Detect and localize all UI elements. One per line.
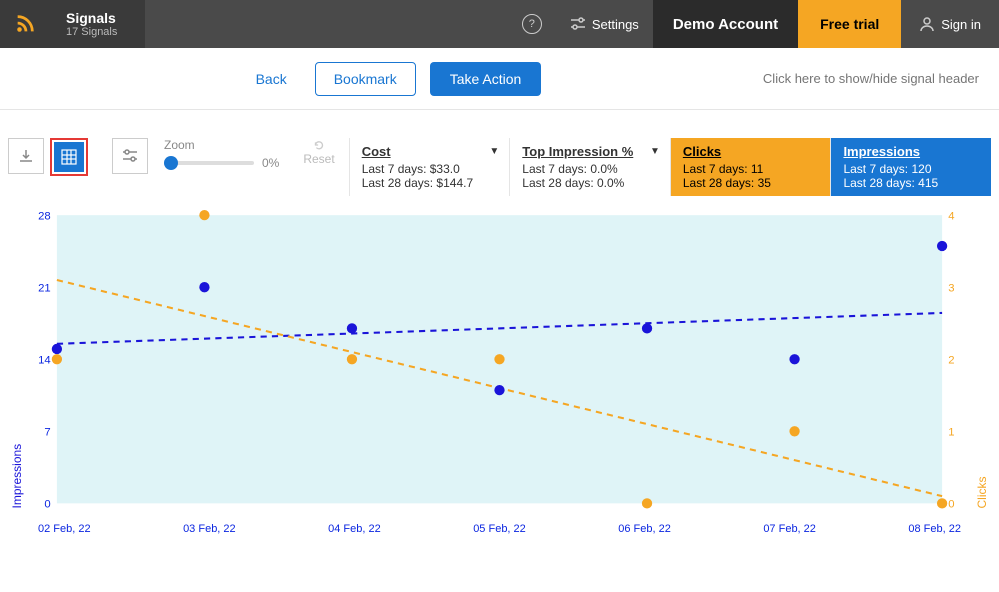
- metric-title: Cost: [362, 144, 498, 159]
- metric-card[interactable]: Clicks Last 7 days: 11Last 28 days: 35: [670, 138, 831, 196]
- metric-card[interactable]: Cost Last 7 days: $33.0Last 28 days: $144…: [349, 138, 510, 196]
- toggle-header-hint[interactable]: Click here to show/hide signal header: [763, 71, 979, 86]
- svg-text:4: 4: [948, 210, 954, 222]
- svg-text:28: 28: [38, 210, 51, 222]
- help-icon: ?: [522, 14, 542, 34]
- x-tick-label: 08 Feb, 22: [908, 523, 961, 535]
- chart: 0 7 14 21 28 0 1 2 3 4: [26, 210, 973, 509]
- grid-icon: [61, 149, 77, 165]
- metric-card[interactable]: Impressions Last 7 days: 120Last 28 days:…: [830, 138, 991, 196]
- rss-icon: [14, 13, 36, 35]
- x-axis-ticks: 02 Feb, 22 03 Feb, 22 04 Feb, 22 05 Feb, 22…: [0, 519, 999, 535]
- x-tick-label: 04 Feb, 22: [328, 523, 381, 535]
- svg-text:0: 0: [948, 498, 954, 508]
- filter-button[interactable]: [112, 138, 148, 174]
- take-action-button[interactable]: Take Action: [430, 62, 542, 96]
- caret-down-icon: ▼: [650, 146, 660, 157]
- user-icon: [919, 16, 935, 32]
- chart-area: Impressions 0 7 14 21 28 0 1 2 3 4 Clicks: [0, 196, 999, 519]
- grid-view-button[interactable]: [50, 138, 88, 176]
- x-tick-label: 03 Feb, 22: [183, 523, 236, 535]
- svg-text:1: 1: [948, 426, 954, 438]
- metric-line: Last 28 days: 0.0%: [522, 176, 658, 190]
- back-button[interactable]: Back: [242, 62, 301, 96]
- metric-line: Last 7 days: 11: [683, 162, 819, 176]
- svg-text:0: 0: [44, 498, 50, 508]
- metric-title: Impressions: [843, 144, 979, 159]
- topbar: Signals 17 Signals ? Settings Demo Accou…: [0, 0, 999, 48]
- action-bar: Back Bookmark Take Action Click here to …: [0, 48, 999, 110]
- y-axis-left-label: Impressions: [8, 210, 26, 509]
- signin-label: Sign in: [941, 17, 981, 32]
- metric-line: Last 7 days: 0.0%: [522, 162, 658, 176]
- download-icon: [18, 148, 34, 164]
- metric-cards: Cost Last 7 days: $33.0Last 28 days: $144…: [349, 138, 991, 196]
- help-button[interactable]: ?: [508, 0, 556, 48]
- title-block: Signals 17 Signals: [50, 0, 145, 48]
- settings-label: Settings: [592, 17, 639, 32]
- svg-text:7: 7: [44, 426, 50, 438]
- settings-button[interactable]: Settings: [556, 0, 653, 48]
- metric-line: Last 7 days: 120: [843, 162, 979, 176]
- caret-down-icon: ▼: [489, 146, 499, 157]
- svg-text:14: 14: [38, 354, 51, 366]
- account-name[interactable]: Demo Account: [653, 0, 798, 48]
- metric-title: Top Impression %: [522, 144, 658, 159]
- reset-label: Reset: [303, 152, 334, 166]
- svg-text:3: 3: [948, 282, 954, 294]
- metric-line: Last 28 days: $144.7: [362, 176, 498, 190]
- download-button[interactable]: [8, 138, 44, 174]
- undo-icon: [312, 138, 326, 152]
- zoom-slider[interactable]: [164, 161, 254, 165]
- x-tick-label: 07 Feb, 22: [763, 523, 816, 535]
- zoom-thumb[interactable]: [164, 156, 178, 170]
- sliders-icon: [570, 16, 586, 32]
- x-tick-label: 06 Feb, 22: [618, 523, 671, 535]
- signin-button[interactable]: Sign in: [901, 0, 999, 48]
- page-subtitle: 17 Signals: [66, 26, 129, 38]
- reset-button[interactable]: Reset: [293, 138, 344, 196]
- toolbar-row: Zoom 0% Reset CostLast 7 days: $33.0Last…: [0, 110, 999, 196]
- zoom-control: Zoom 0%: [154, 138, 289, 196]
- y-axis-right-label: Clicks: [973, 210, 991, 509]
- page-title: Signals: [66, 10, 129, 26]
- zoom-value: 0%: [262, 156, 279, 170]
- zoom-label: Zoom: [164, 138, 279, 152]
- metric-card[interactable]: Top Impression % Last 7 days: 0.0%Last 28…: [509, 138, 670, 196]
- metric-line: Last 28 days: 415: [843, 176, 979, 190]
- x-tick-label: 05 Feb, 22: [473, 523, 526, 535]
- metric-line: Last 7 days: $33.0: [362, 162, 498, 176]
- sliders-icon: [122, 148, 138, 164]
- metric-line: Last 28 days: 35: [683, 176, 819, 190]
- bookmark-button[interactable]: Bookmark: [315, 62, 416, 96]
- svg-text:21: 21: [38, 282, 51, 294]
- svg-text:2: 2: [948, 354, 954, 366]
- x-tick-label: 02 Feb, 22: [38, 523, 91, 535]
- metric-title: Clicks: [683, 144, 819, 159]
- logo: [0, 0, 50, 48]
- free-trial-button[interactable]: Free trial: [798, 0, 901, 48]
